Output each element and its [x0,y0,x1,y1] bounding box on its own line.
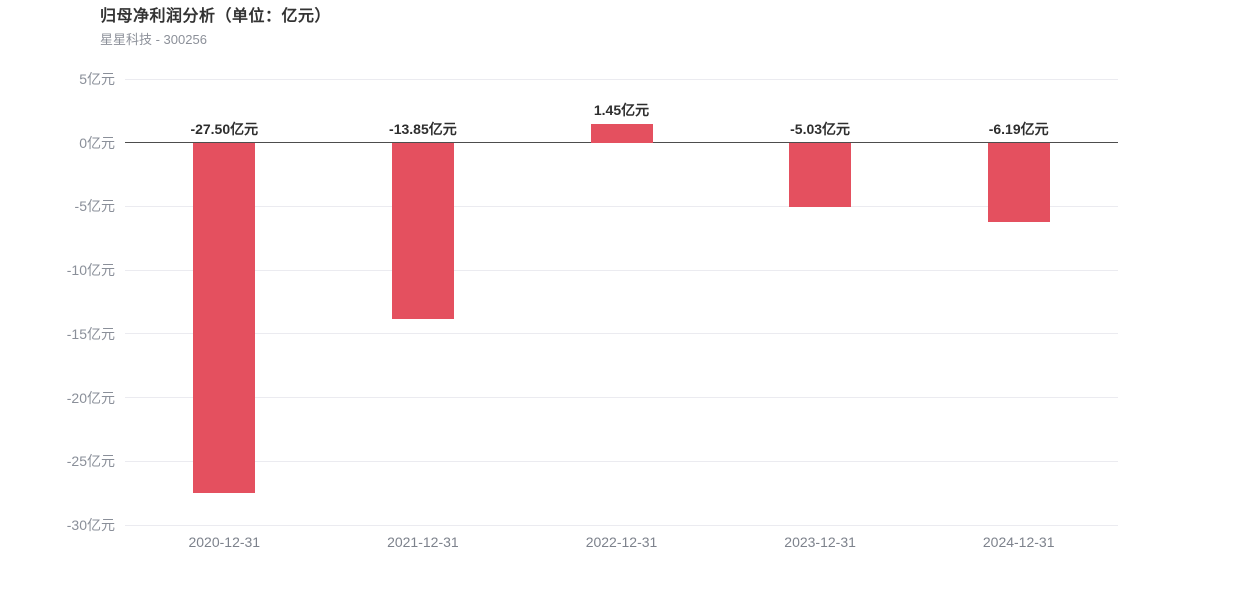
y-axis-tick-label: 0亿元 [79,134,115,151]
x-axis-tick-label: 2020-12-31 [188,534,261,550]
y-axis-tick-label: -25亿元 [66,453,115,470]
bar-value-label: -5.03亿元 [790,120,851,137]
gridline [125,205,1118,207]
bar-value-label: -27.50亿元 [190,120,259,137]
bar-2022-12-31[interactable] [590,124,653,143]
bar-2021-12-31[interactable] [391,142,454,320]
zero-axis-line [125,142,1118,144]
x-axis-tick-label: 2021-12-31 [387,534,459,550]
y-axis-tick-label: 5亿元 [79,71,115,87]
y-axis-tick-label: -15亿元 [66,325,115,342]
gridline [125,460,1118,462]
gridline [125,397,1118,399]
chart-header: 归母净利润分析（单位：亿元） 星星科技 - 300256 [100,6,331,50]
bar-value-label: -6.19亿元 [988,120,1049,137]
bar-2020-12-31[interactable] [193,142,256,494]
x-axis-tick-label: 2024-12-31 [982,534,1055,550]
chart-title: 归母净利润分析（单位：亿元） [100,8,332,25]
gridline [125,269,1118,271]
x-axis-tick-label: 2022-12-31 [585,534,658,550]
y-axis-tick-label: -10亿元 [66,262,115,279]
bar-value-label: 1.45亿元 [593,102,650,119]
gridline [125,78,1118,80]
y-axis-tick-label: -30亿元 [66,517,115,533]
gridline [125,333,1118,335]
y-axis-tick-label: -5亿元 [74,198,115,215]
bar-value-label: -13.85亿元 [389,120,457,137]
x-axis-tick-label: 2023-12-31 [784,534,856,550]
y-axis-tick-label: -20亿元 [66,389,115,406]
bar-2024-12-31[interactable] [987,142,1050,222]
gridline [125,524,1118,526]
chart-subtitle: 星星科技 - 300256 [100,32,207,47]
bar-2023-12-31[interactable] [789,142,852,207]
